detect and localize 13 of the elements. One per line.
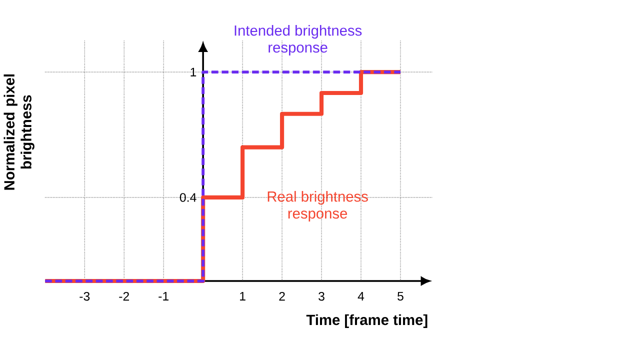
x-tick-label: 4 xyxy=(358,292,364,300)
x-tick-label: -1 xyxy=(158,292,168,300)
x-tick-label: 2 xyxy=(279,292,285,300)
y-tick-label: 0.4 xyxy=(180,192,196,202)
x-tick-label: -2 xyxy=(119,292,129,300)
series-label: Intended brightness response xyxy=(234,24,362,56)
x-tick-label: 3 xyxy=(318,292,324,301)
x-axis-title: Time [frame time] xyxy=(306,314,428,328)
x-tick-label: 5 xyxy=(398,292,404,300)
x-tick-label: -3 xyxy=(80,292,90,301)
y-axis-title: Normalized pixel brightness xyxy=(4,74,34,190)
x-tick-label: 1 xyxy=(240,292,246,300)
series-label: Real brightness response xyxy=(268,190,368,222)
